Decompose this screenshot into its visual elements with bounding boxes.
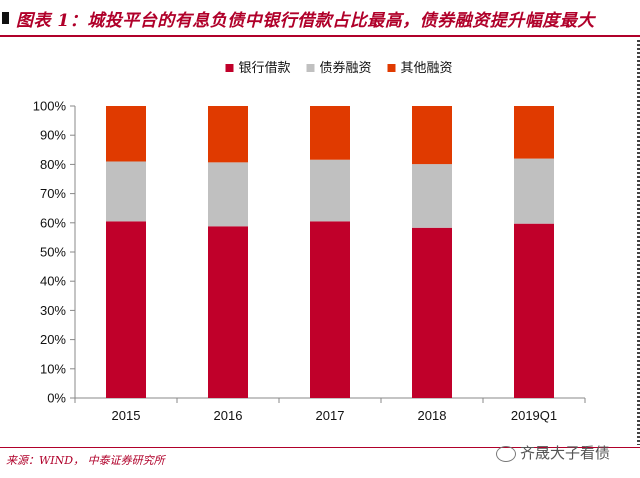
bar-segment [514, 158, 554, 224]
y-tick-label: 70% [40, 186, 66, 201]
wechat-icon [496, 445, 516, 462]
title-rule [0, 35, 640, 37]
watermark: 齐晟大子看债 [496, 442, 610, 463]
y-tick-label: 20% [40, 332, 66, 347]
x-tick-label: 2015 [112, 408, 141, 423]
y-tick-label: 0% [47, 391, 66, 406]
legend-swatch [387, 64, 396, 72]
y-tick-label: 90% [40, 128, 66, 143]
y-tick-label: 50% [40, 245, 66, 260]
bar-segment [310, 159, 350, 222]
title-bullet [2, 12, 9, 24]
bar-segment [514, 106, 554, 159]
x-tick-label: 2019Q1 [511, 408, 557, 423]
figure-title-row: 图表 1：城投平台的有息负债中银行借款占比最高，债券融资提升幅度最大 [0, 0, 640, 44]
bar-segment [514, 223, 554, 398]
y-tick-label: 60% [40, 215, 66, 230]
watermark-text: 齐晟大子看债 [520, 444, 611, 462]
legend-label: 其他融资 [401, 60, 453, 75]
y-tick-label: 40% [40, 274, 66, 289]
bar-segment [412, 227, 452, 398]
legend-swatch [225, 64, 234, 72]
legend-swatch [306, 64, 315, 72]
bar-segment [106, 106, 146, 162]
bar-segment [208, 162, 248, 227]
footer-rule [0, 447, 640, 448]
page-edge-decoration [637, 40, 640, 445]
bar-segment [412, 106, 452, 165]
x-tick-label: 2016 [214, 408, 243, 423]
bar-segment [106, 221, 146, 398]
bar-segment [106, 161, 146, 222]
source-note: 来源：WIND， 中泰证券研究所 [6, 454, 165, 467]
bar-segment [208, 226, 248, 398]
legend-label: 债券融资 [320, 60, 372, 75]
x-tick-label: 2017 [316, 408, 345, 423]
y-tick-label: 10% [40, 361, 66, 376]
legend-label: 银行借款 [239, 60, 291, 75]
bar-segment [310, 106, 350, 160]
x-tick-label: 2018 [418, 408, 447, 423]
bar-segment [310, 221, 350, 398]
y-tick-label: 80% [40, 157, 66, 172]
bar-segment [208, 106, 248, 163]
stacked-bar-chart: 0% 10% 20% 30% 40% 50% 60% 70% 80% 90% 100% 2015 201… [33, 60, 586, 423]
y-tick-label: 30% [40, 303, 66, 318]
bar-segment [412, 164, 452, 228]
figure-title: 图表 1：城投平台的有息负债中银行借款占比最高，债券融资提升幅度最大 [16, 11, 595, 31]
y-tick-label: 100% [33, 99, 67, 114]
